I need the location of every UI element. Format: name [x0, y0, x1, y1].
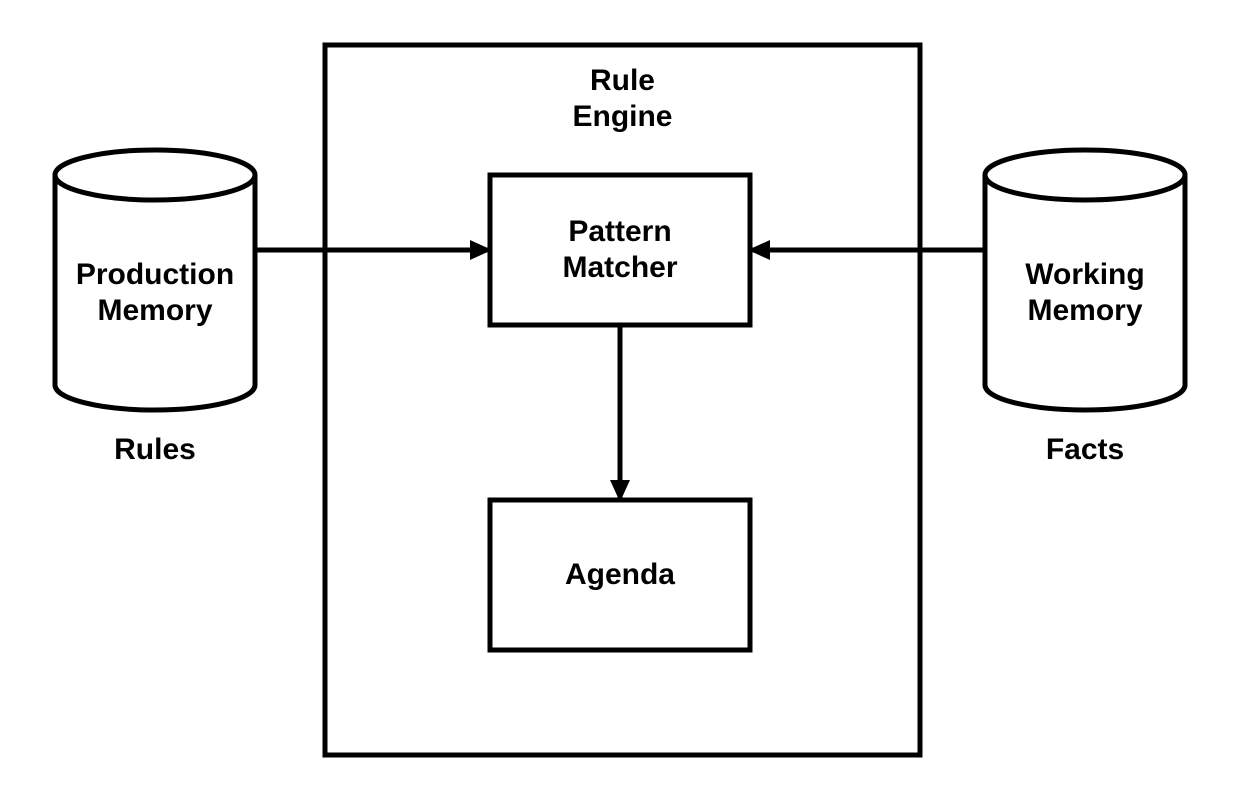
rules-sublabel: Rules	[55, 432, 255, 468]
agenda-label: Agenda	[490, 557, 750, 593]
production-memory-label: Production Memory	[45, 257, 265, 329]
rule-engine-label: Rule Engine	[325, 63, 920, 135]
pattern-matcher-label: Pattern Matcher	[490, 214, 750, 286]
working-memory-label: Working Memory	[975, 257, 1195, 329]
facts-sublabel: Facts	[985, 432, 1185, 468]
